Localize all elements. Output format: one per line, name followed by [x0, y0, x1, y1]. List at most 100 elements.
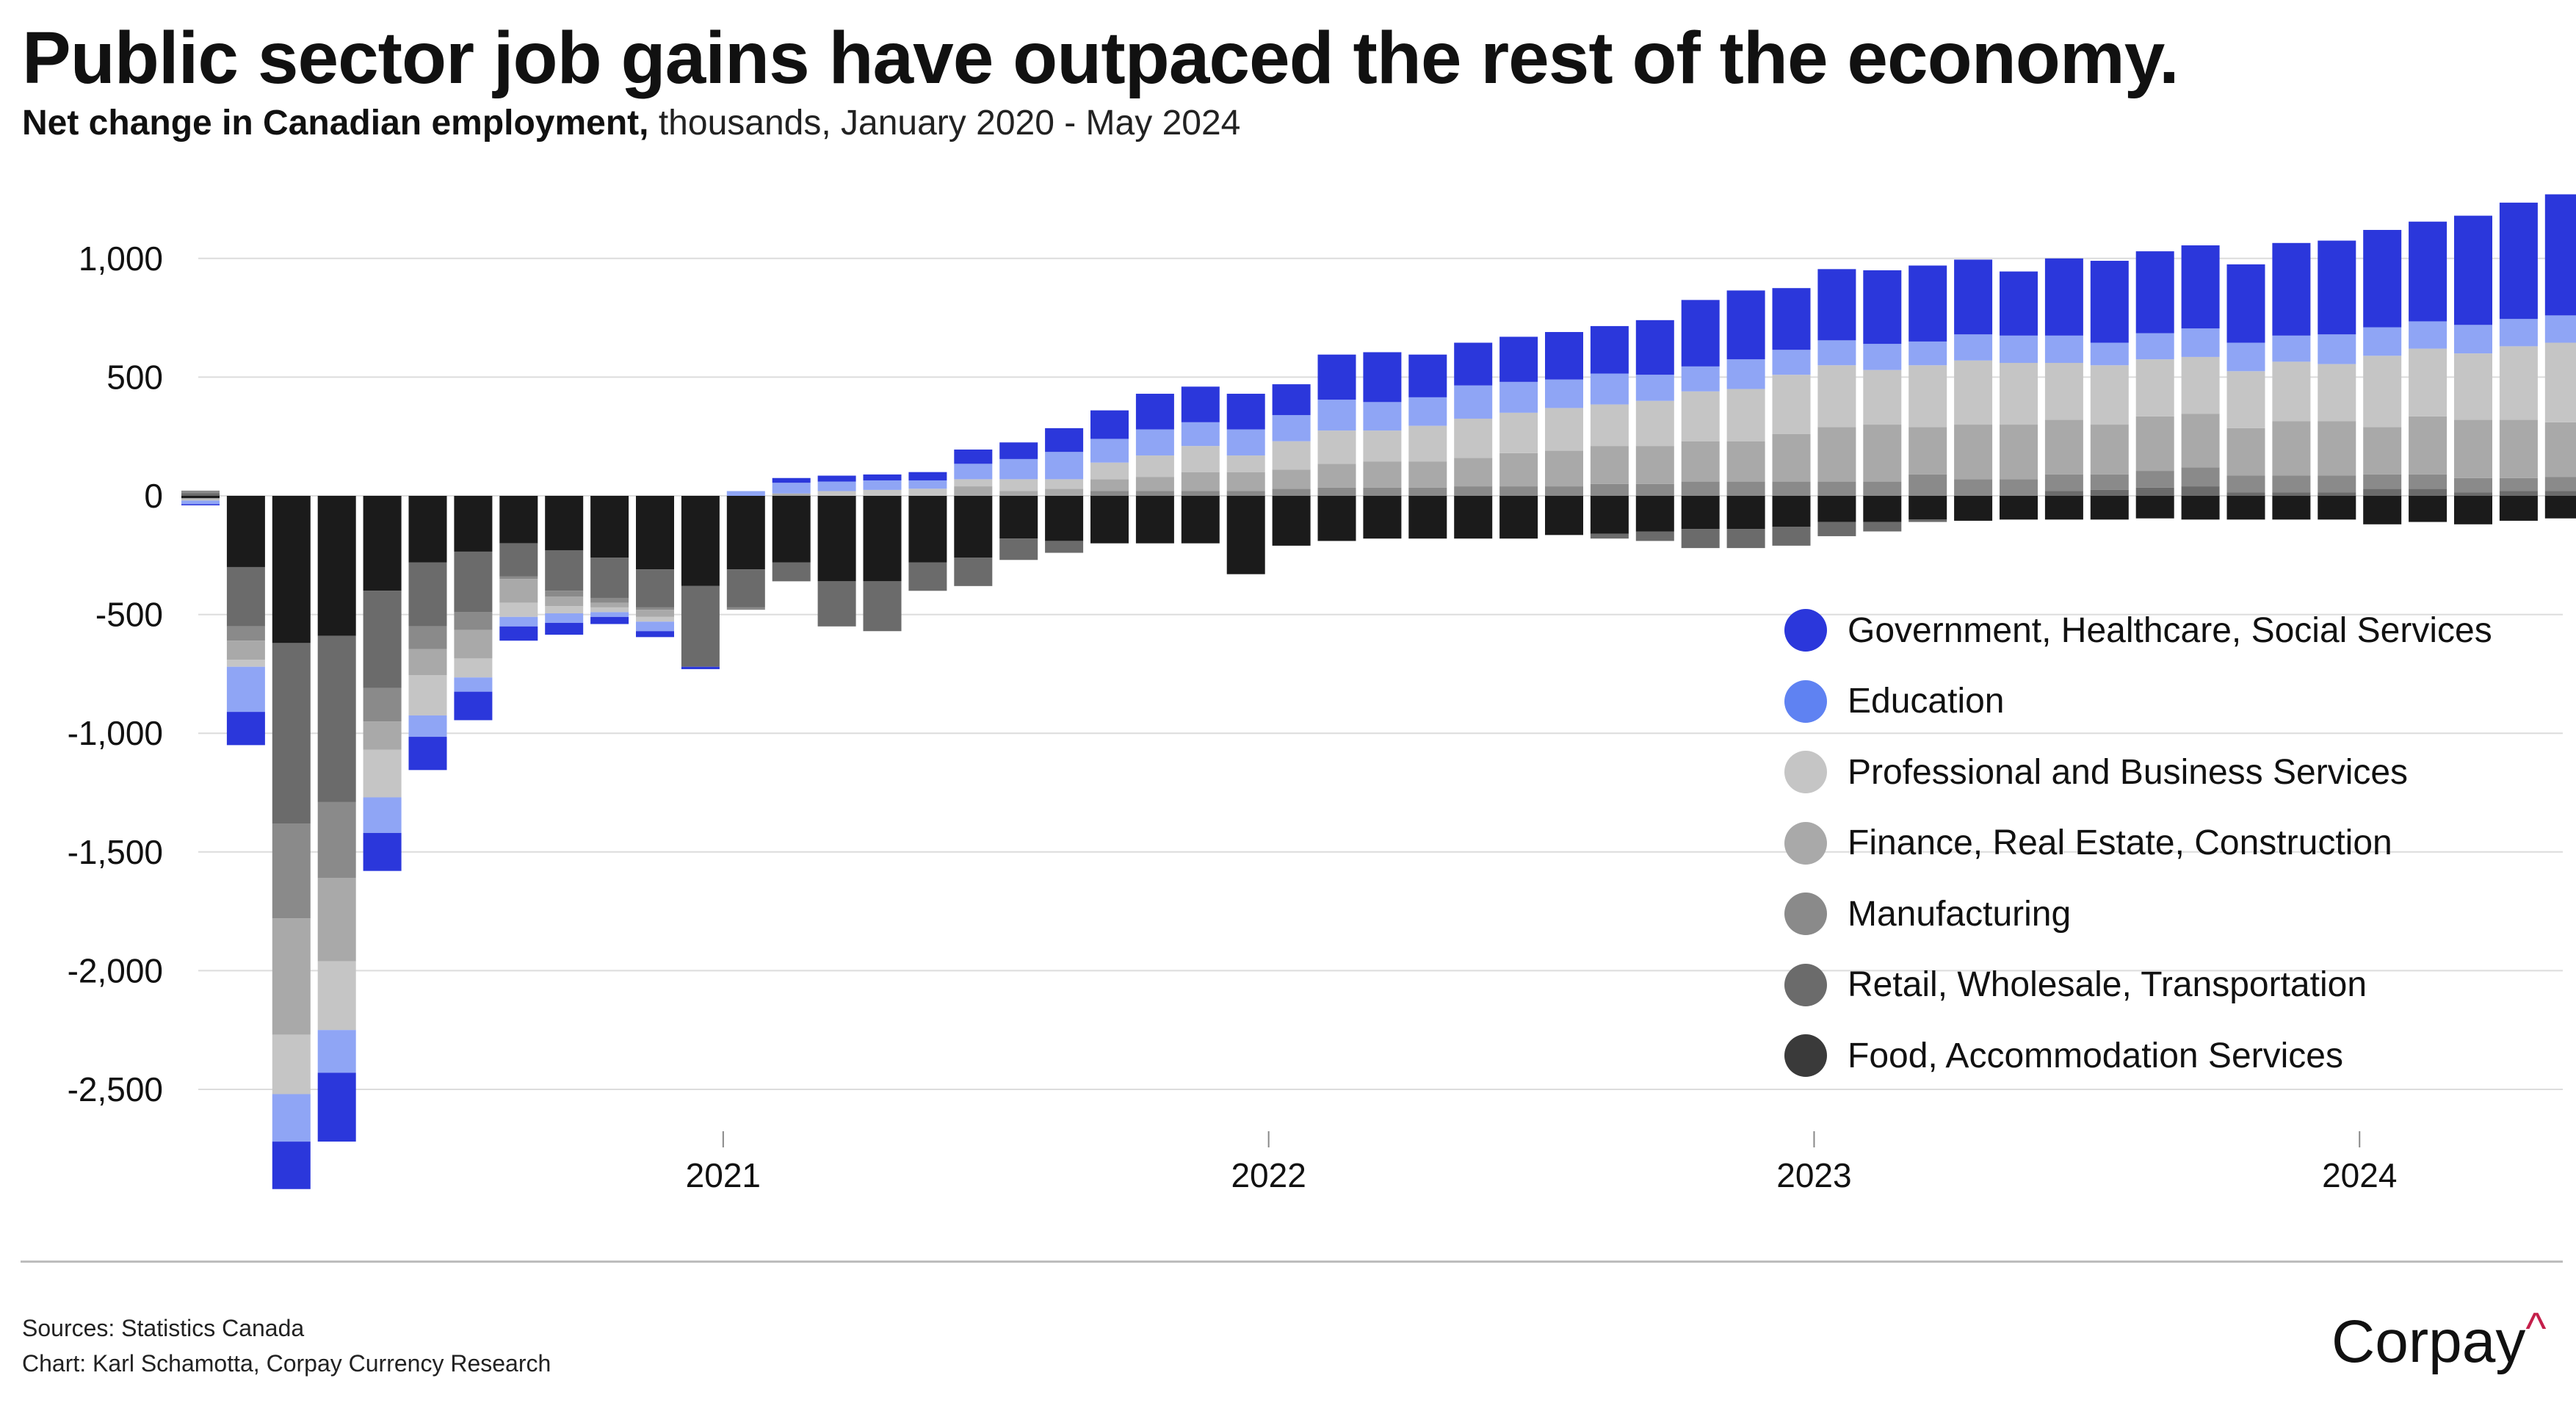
bar-segment-retail-wholesale-transportation	[590, 558, 629, 598]
bar-segment-manufacturing	[272, 823, 311, 919]
bar-segment-education	[1272, 415, 1311, 441]
bar-segment-food-accommodation-services	[2181, 496, 2220, 520]
bar-segment-food-accommodation-services	[1863, 496, 1902, 522]
y-axis: 1,000 500 0 -500 -1,000 -1,500 -2,000 -2,500	[68, 239, 163, 1108]
bar-segment-finance-real-estate-construction	[2499, 419, 2538, 478]
bar-segment-retail-wholesale-transportation	[1909, 519, 1947, 522]
bar-2022-11	[1726, 290, 1765, 549]
bar-segment-manufacturing	[1135, 491, 1174, 496]
bar-segment-government-healthcare-social-services	[1590, 325, 1629, 374]
bar-segment-finance-real-estate-construction	[772, 493, 811, 496]
bar-segment-education	[2181, 328, 2220, 357]
bar-segment-manufacturing	[1317, 487, 1356, 496]
bar-2021-09	[1090, 410, 1129, 544]
bar-segment-finance-real-estate-construction	[2454, 419, 2492, 478]
bar-segment-retail-wholesale-transportation	[2181, 486, 2220, 496]
bar-segment-government-healthcare-social-services	[1909, 265, 1947, 342]
y-tick-label: 500	[106, 358, 163, 396]
bar-segment-food-accommodation-services	[636, 496, 674, 570]
bar-segment-food-accommodation-services	[681, 496, 720, 586]
legend-label: Retail, Wholesale, Transportation	[1848, 965, 2367, 1005]
bar-segment-education	[1135, 429, 1174, 456]
bar-segment-manufacturing	[2226, 475, 2265, 493]
bar-segment-professional-and-business-services	[1545, 408, 1583, 451]
subtitle-bold: Net change in Canadian employment,	[22, 104, 649, 143]
bar-segment-education	[1863, 344, 1902, 370]
bar-segment-professional-and-business-services	[2226, 371, 2265, 428]
y-tick-label: -1,000	[68, 714, 163, 752]
bar-segment-education	[726, 491, 765, 496]
bar-segment-food-accommodation-services	[2544, 496, 2576, 519]
bar-2020-12	[681, 496, 720, 669]
bar-segment-finance-real-estate-construction	[272, 918, 311, 1035]
bar-segment-government-healthcare-social-services	[1363, 352, 1402, 403]
bar-segment-retail-wholesale-transportation	[499, 543, 538, 577]
bar-segment-manufacturing	[590, 597, 629, 603]
chart-title: Public sector job gains have outpaced th…	[22, 17, 2179, 99]
bar-segment-education	[2090, 342, 2129, 366]
legend-label: Government, Healthcare, Social Services	[1848, 610, 2492, 650]
bar-segment-government-healthcare-social-services	[1408, 354, 1447, 397]
bar-segment-finance-real-estate-construction	[1454, 458, 1493, 487]
bar-2024-01	[2363, 230, 2402, 524]
y-tick-label: 0	[144, 477, 163, 515]
bar-2020-02	[226, 496, 265, 746]
x-tick-label: 2024	[2322, 1156, 2397, 1194]
bar-2022-08	[1590, 325, 1629, 539]
bar-segment-government-healthcare-social-services	[1181, 386, 1220, 422]
bar-2023-05	[2000, 271, 2038, 520]
bar-segment-professional-and-business-services	[2090, 365, 2129, 425]
bar-segment-manufacturing	[2363, 474, 2402, 489]
legend: Government, Healthcare, Social Services E…	[1784, 595, 2492, 1092]
bar-segment-professional-and-business-services	[636, 616, 674, 622]
bar-segment-food-accommodation-services	[2226, 496, 2265, 520]
bar-segment-finance-real-estate-construction	[2226, 428, 2265, 476]
subtitle-rest: thousands, January 2020 - May 2024	[648, 104, 1241, 143]
bar-segment-finance-real-estate-construction	[2090, 425, 2129, 475]
bar-segment-food-accommodation-services	[1635, 496, 1674, 532]
bar-segment-finance-real-estate-construction	[954, 486, 993, 496]
bar-segment-government-healthcare-social-services	[408, 737, 447, 771]
bar-2021-11	[1181, 386, 1220, 544]
bar-segment-finance-real-estate-construction	[1681, 441, 1720, 482]
bar-segment-professional-and-business-services	[2044, 363, 2083, 420]
bar-segment-food-accommodation-services	[2499, 496, 2538, 521]
bar-segment-retail-wholesale-transportation	[2135, 487, 2174, 496]
chart-subtitle: Net change in Canadian employment, thous…	[22, 103, 1240, 143]
bar-2022-07	[1545, 331, 1583, 536]
legend-swatch-icon	[1784, 1034, 1827, 1078]
bar-segment-professional-and-business-services	[2409, 348, 2447, 416]
bar-segment-retail-wholesale-transportation	[317, 635, 356, 802]
bar-segment-retail-wholesale-transportation	[2272, 492, 2311, 496]
bar-segment-government-healthcare-social-services	[999, 442, 1038, 459]
bar-segment-manufacturing	[1090, 491, 1129, 496]
bar-segment-manufacturing	[1772, 481, 1811, 496]
bar-segment-food-accommodation-services	[1681, 496, 1720, 530]
bar-2020-05	[363, 496, 402, 871]
bar-segment-food-accommodation-services	[499, 496, 538, 544]
bar-segment-manufacturing	[2090, 474, 2129, 490]
footer-divider	[21, 1261, 2563, 1263]
bar-segment-food-accommodation-services	[1909, 496, 1947, 520]
bar-segment-finance-real-estate-construction	[1726, 441, 1765, 482]
bar-segment-education	[2000, 335, 2038, 364]
legend-item: Government, Healthcare, Social Services	[1784, 595, 2492, 666]
bar-segment-professional-and-business-services	[499, 602, 538, 617]
bar-2020-11	[636, 496, 674, 638]
bar-segment-food-accommodation-services	[1954, 496, 1993, 521]
bar-segment-manufacturing	[1817, 481, 1856, 496]
bar-segment-government-healthcare-social-services	[817, 475, 856, 482]
bar-2022-04	[1408, 354, 1447, 539]
bar-segment-professional-and-business-services	[1090, 462, 1129, 480]
bar-2020-04	[317, 496, 356, 1142]
bar-segment-finance-real-estate-construction	[636, 610, 674, 617]
bar-segment-retail-wholesale-transportation	[863, 581, 902, 632]
bar-segment-professional-and-business-services	[1635, 400, 1674, 447]
bar-segment-education	[408, 715, 447, 738]
bar-segment-retail-wholesale-transportation	[272, 643, 311, 824]
bar-segment-finance-real-estate-construction	[590, 602, 629, 607]
bar-segment-manufacturing	[1545, 486, 1583, 496]
bar-segment-retail-wholesale-transportation	[2044, 491, 2083, 496]
bar-segment-food-accommodation-services	[1045, 496, 1084, 541]
bar-segment-manufacturing	[1635, 483, 1674, 496]
